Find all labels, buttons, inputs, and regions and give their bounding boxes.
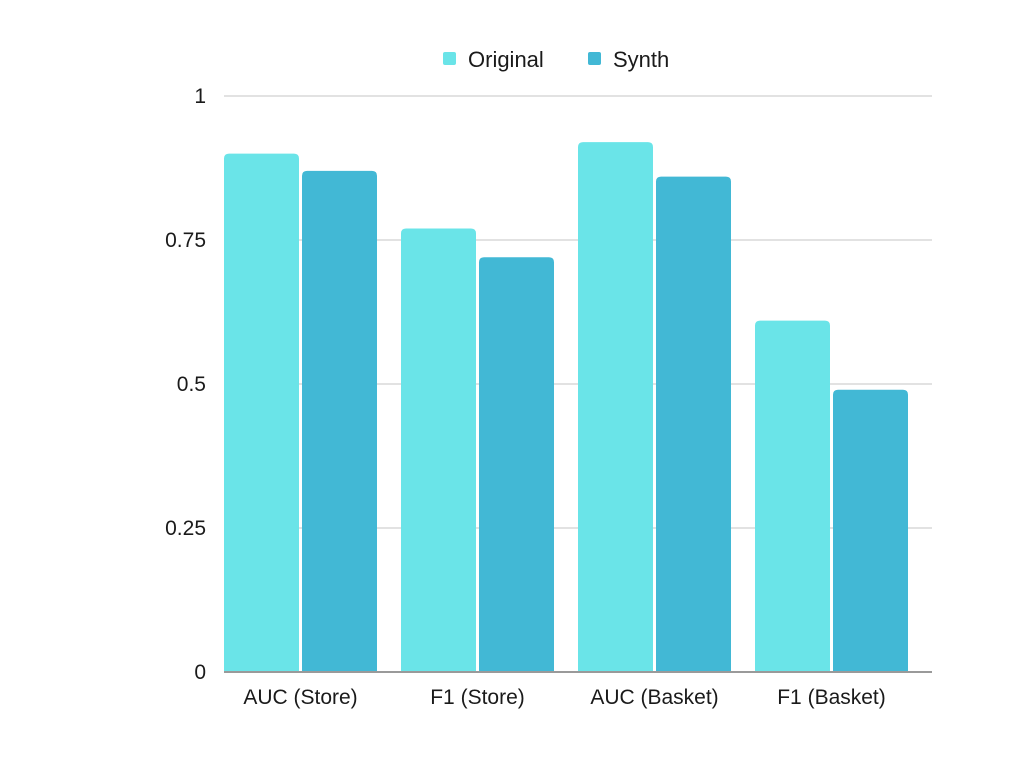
- legend-swatch-original: [443, 52, 456, 65]
- x-axis: AUC (Store) F1 (Store) AUC (Basket) F1 (Bas…: [224, 671, 932, 709]
- bar-synth-2: [479, 257, 554, 672]
- legend-label-original: Original: [468, 47, 544, 72]
- legend-swatch-synth: [588, 52, 601, 65]
- bar-original-4: [755, 320, 830, 672]
- x-tick-label: F1 (Store): [430, 686, 525, 709]
- legend-label-synth: Synth: [613, 47, 669, 72]
- y-axis-ticks: 0 0.25 0.5 0.75 1: [165, 85, 206, 684]
- bar-synth-3: [656, 176, 731, 672]
- legend: Original Synth: [443, 47, 669, 72]
- bars: [224, 142, 908, 673]
- bar-original-1: [224, 153, 299, 673]
- bar-original-2: [401, 228, 476, 673]
- x-tick-label: AUC (Store): [243, 686, 357, 709]
- y-tick-label: 0.5: [177, 373, 206, 396]
- y-tick-label: 0: [194, 661, 206, 684]
- x-tick-label: AUC (Basket): [590, 686, 718, 709]
- y-tick-label: 0.25: [165, 517, 206, 540]
- bar-synth-1: [302, 170, 377, 672]
- y-tick-label: 1: [194, 85, 206, 108]
- bar-synth-4: [833, 389, 908, 672]
- bar-original-3: [578, 142, 653, 672]
- x-tick-label: F1 (Basket): [777, 686, 886, 709]
- y-tick-label: 0.75: [165, 229, 206, 252]
